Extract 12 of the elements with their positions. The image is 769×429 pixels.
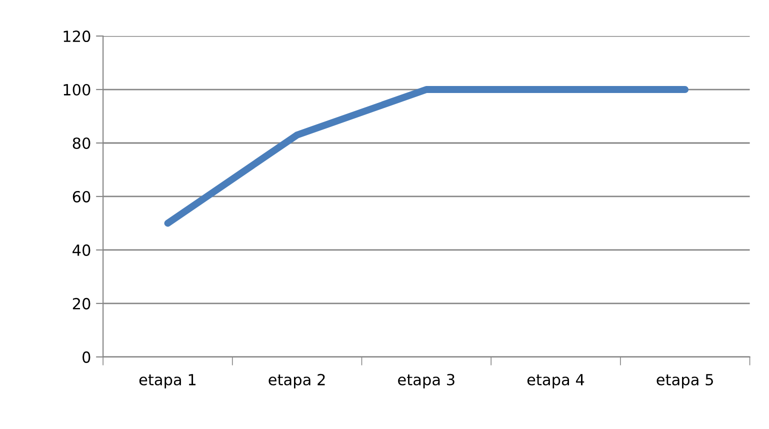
y-tick-label: 60 — [72, 190, 90, 203]
y-tick-label: 20 — [72, 298, 90, 310]
y-tick-label: 0 — [82, 351, 90, 363]
x-tick-label: etapa 1 — [139, 374, 196, 388]
x-tick-label: etapa 3 — [398, 374, 454, 388]
y-tick-label: 100 — [64, 84, 90, 96]
x-tick-label: etapa 2 — [268, 374, 325, 388]
y-tick-label: 120 — [64, 30, 90, 42]
x-tick-label: etapa 4 — [527, 374, 584, 388]
y-tick-label: 80 — [72, 137, 90, 150]
x-tick-label: etapa 5 — [656, 374, 713, 388]
y-tick-label: 40 — [72, 244, 90, 256]
